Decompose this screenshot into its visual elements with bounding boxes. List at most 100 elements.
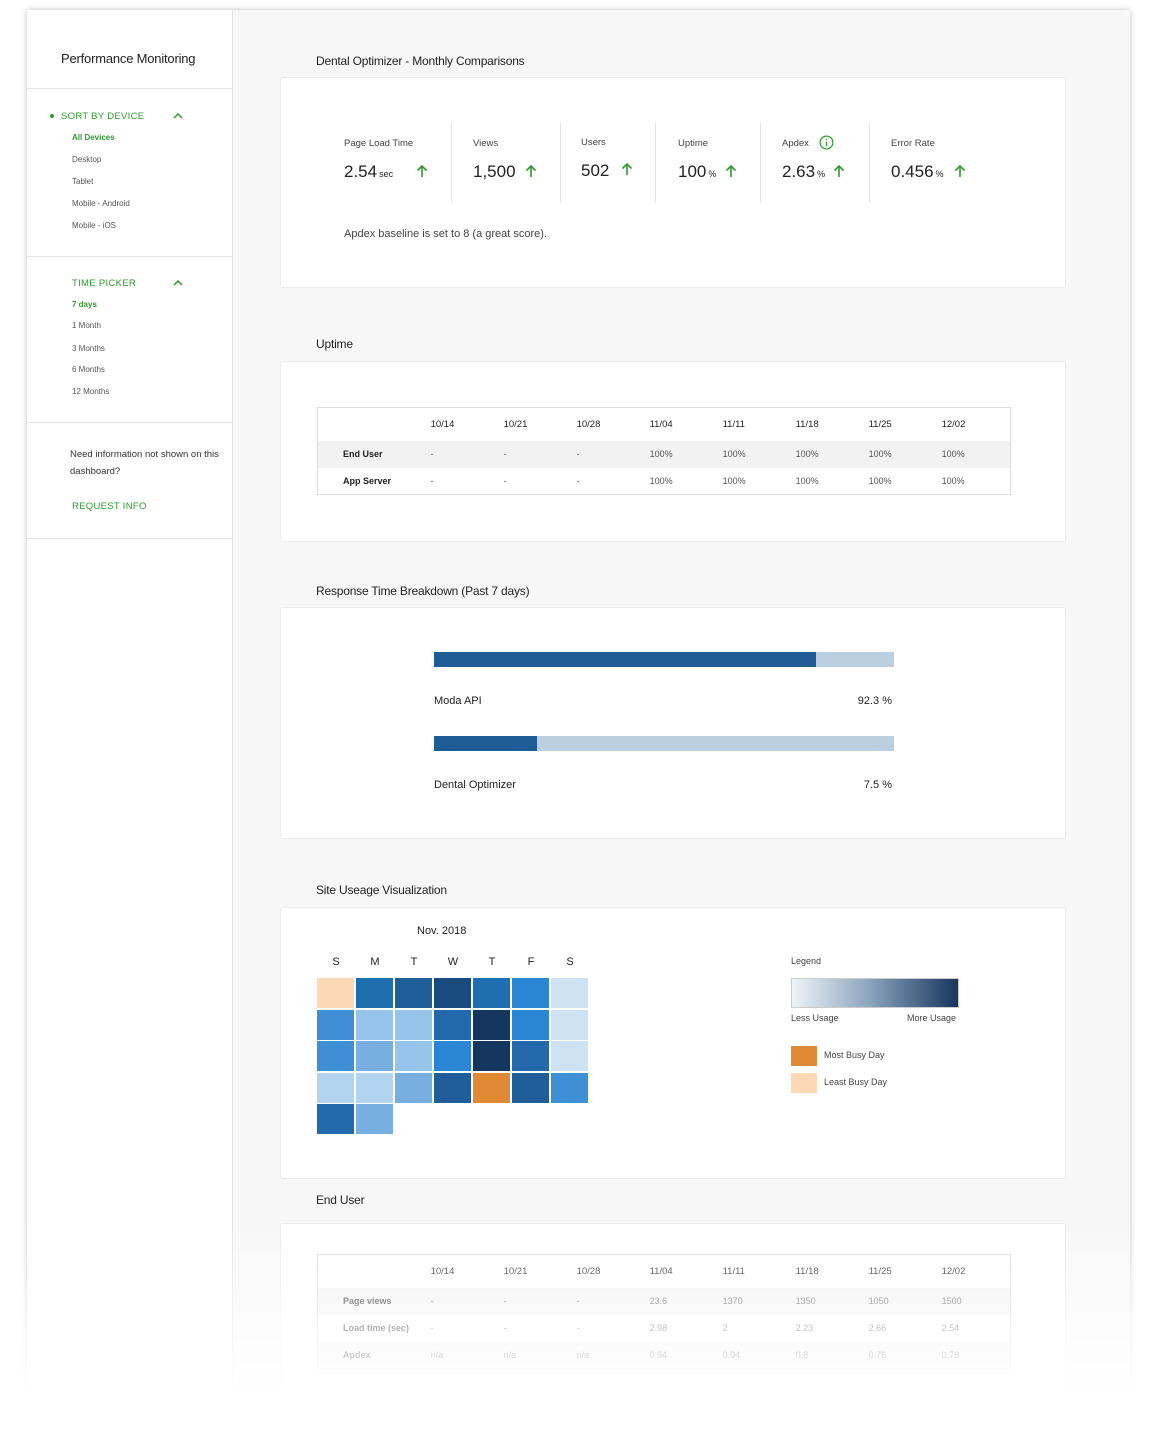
- request-info-link[interactable]: REQUEST INFO: [72, 501, 147, 512]
- calendar-day-cell[interactable]: [395, 1041, 432, 1071]
- metric-label: Uptime: [678, 138, 709, 149]
- weekday-label: F: [527, 956, 535, 968]
- weekday-label: W: [447, 956, 459, 968]
- bar-fill-moda-api: [434, 652, 816, 667]
- calendar-day-cell[interactable]: [317, 1104, 354, 1134]
- table-row: Apdex n/a n/a n/a 0.94 0.94 0.8 0.76 0.78: [317, 1341, 1011, 1369]
- calendar-day-cell[interactable]: [395, 1009, 432, 1040]
- table-cell: 1050: [868, 1287, 942, 1315]
- column-header: 10/21: [503, 418, 528, 430]
- table-row: Load time (sec) - - - 2.98 2 2.23 2.66 2.54: [318, 1315, 1011, 1342]
- table-cell: 2.23: [795, 1323, 814, 1333]
- column-header: [318, 1255, 431, 1288]
- metric-value: 100%: [678, 162, 717, 181]
- info-icon[interactable]: [819, 135, 834, 150]
- calendar-day-cell[interactable]: [473, 1009, 510, 1040]
- table-cell: End User: [317, 440, 431, 468]
- sidebar: Performance Monitoring SORT BY DEVICE Al…: [27, 10, 233, 1440]
- arrow-up-icon: [833, 164, 845, 177]
- response-title: Response Time Breakdown (Past 7 days): [316, 584, 530, 598]
- table-cell: 100%: [722, 440, 796, 468]
- sidebar-item-mobile-android[interactable]: Mobile - Android: [72, 199, 130, 208]
- calendar-day-cell[interactable]: [512, 978, 549, 1008]
- app-title: Performance Monitoring: [61, 51, 196, 66]
- arrow-up-icon: [416, 164, 428, 177]
- table-cell: 2.66: [868, 1323, 887, 1333]
- sidebar-item-mobile-ios[interactable]: Mobile - iOS: [72, 221, 117, 230]
- table-cell: -: [503, 440, 577, 468]
- time-item-7-days[interactable]: 7 days: [72, 300, 97, 309]
- calendar-day-cell[interactable]: [434, 1009, 471, 1040]
- calendar-day-cell[interactable]: [317, 1009, 354, 1040]
- time-item-1-month[interactable]: 1 Month: [72, 321, 101, 330]
- end-user-title: End User: [316, 1193, 365, 1207]
- column-header: 12/02: [941, 418, 966, 430]
- table-cell: 2.98: [649, 1323, 668, 1333]
- calendar-day-cell[interactable]: [551, 978, 588, 1008]
- calendar-day-cell[interactable]: [512, 1009, 549, 1040]
- calendar-day-cell[interactable]: [434, 1041, 471, 1071]
- table-header-row: 10/14 10/21 10/28 11/04 11/11 11/18 11/25 12/02: [318, 1255, 1011, 1288]
- calendar-day-cell[interactable]: [395, 1072, 432, 1103]
- table-cell: 0.76: [868, 1341, 942, 1369]
- calendar-day-cell[interactable]: [473, 1072, 510, 1103]
- table-cell: 100%: [649, 440, 723, 468]
- metric-label: Error Rate: [891, 138, 935, 149]
- calendar-day-cell[interactable]: [512, 1072, 549, 1103]
- sidebar-item-all-devices[interactable]: All Devices: [72, 133, 115, 142]
- legend-least-label: Least Busy Day: [824, 1077, 888, 1087]
- calendar-day-cell[interactable]: [317, 978, 354, 1008]
- column-header: 10/21: [503, 1265, 528, 1277]
- metric-value: 502: [581, 161, 610, 180]
- end-user-card: 10/14 10/21 10/28 11/04 11/11 11/18 11/25 12/02…: [280, 1223, 1066, 1440]
- column-header: 11/25: [868, 418, 892, 430]
- sidebar-item-desktop[interactable]: Desktop: [72, 155, 102, 164]
- bar-label: Dental Optimizer: [434, 779, 516, 791]
- column-header: 10/14: [430, 418, 455, 430]
- table-cell: n/a: [503, 1341, 577, 1369]
- time-picker-header[interactable]: TIME PICKER: [72, 278, 137, 289]
- divider: [451, 123, 452, 203]
- divider: [655, 123, 656, 203]
- weekday-label: S: [332, 956, 340, 968]
- chevron-up-icon[interactable]: [173, 278, 183, 288]
- weekday-label: M: [370, 956, 380, 968]
- uptime-title: Uptime: [316, 337, 353, 351]
- calendar-day-cell[interactable]: [356, 978, 393, 1008]
- calendar-day-cell[interactable]: [395, 978, 432, 1008]
- metric-label: Users: [581, 137, 606, 148]
- table-row: End User - - -100% 100% 100% 100% 100%: [317, 440, 1011, 468]
- bar-label: Moda API: [434, 695, 482, 707]
- sidebar-item-tablet[interactable]: Tablet: [72, 177, 94, 186]
- calendar-day-cell[interactable]: [317, 1072, 354, 1103]
- calendar-day-cell[interactable]: [473, 978, 510, 1008]
- calendar-day-cell[interactable]: [551, 1009, 588, 1040]
- time-item-12-months[interactable]: 12 Months: [72, 387, 110, 396]
- calendar-day-cell[interactable]: [551, 1041, 588, 1071]
- sort-by-device-header[interactable]: SORT BY DEVICE: [50, 111, 144, 122]
- calendar-day-cell[interactable]: [356, 1009, 393, 1040]
- table-cell: -: [430, 1323, 434, 1333]
- weekday-label: S: [566, 956, 574, 968]
- bar-percent: 92.3 %: [857, 695, 892, 707]
- chevron-up-icon[interactable]: [173, 111, 183, 121]
- calendar-day-cell[interactable]: [356, 1072, 393, 1103]
- calendar-day-cell[interactable]: [317, 1041, 354, 1071]
- calendar-day-cell[interactable]: [356, 1104, 393, 1134]
- legend-least-swatch: [791, 1073, 817, 1093]
- calendar-day-cell[interactable]: [356, 1041, 393, 1071]
- time-item-6-months[interactable]: 6 Months: [72, 365, 105, 374]
- metric-value: 2.63%: [782, 162, 826, 181]
- calendar-day-cell[interactable]: [512, 1041, 549, 1071]
- calendar-day-cell[interactable]: [434, 978, 471, 1008]
- calendar-day-cell[interactable]: [551, 1072, 588, 1103]
- table-cell: 100%: [868, 475, 892, 486]
- legend-gradient: [791, 978, 959, 1008]
- calendar-day-cell[interactable]: [473, 1041, 510, 1071]
- arrow-up-icon: [954, 164, 966, 177]
- calendar-day-cell[interactable]: [434, 1072, 471, 1103]
- column-header: 11/04: [649, 1265, 673, 1277]
- table-cell: 1500: [941, 1287, 1011, 1315]
- uptime-card: 10/14 10/21 10/28 11/04 11/11 11/18 11/25 12/02…: [280, 361, 1066, 542]
- time-item-3-months[interactable]: 3 Months: [72, 344, 105, 353]
